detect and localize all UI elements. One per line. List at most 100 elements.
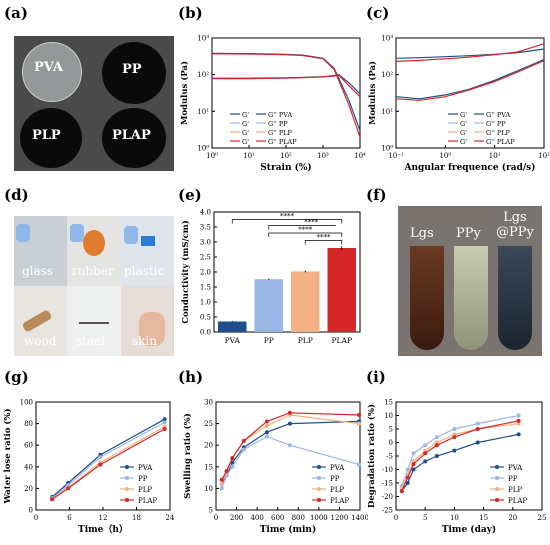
series-line-gplap: [211, 53, 361, 138]
x-tick-label: 400: [250, 514, 263, 522]
data-point: [452, 435, 457, 440]
legend-marker: [495, 465, 499, 469]
wood-stick: [21, 309, 53, 333]
y-tick-label: 10²: [197, 71, 209, 79]
data-point: [399, 489, 404, 494]
disc-label-pva: PVA: [34, 60, 63, 75]
y-tick-label: 100: [20, 399, 33, 407]
x-axis-label: Angular frequence (rad/s): [403, 162, 535, 173]
panel-label-d: (d): [4, 186, 29, 204]
legend-marker: [317, 487, 321, 491]
legend-label: G'' PLP: [486, 129, 511, 137]
y-tick-label: 10¹: [197, 108, 209, 116]
label-glass: glass: [22, 264, 53, 278]
legend-marker: [125, 465, 129, 469]
panel-label-i: (i): [366, 368, 386, 386]
skin-hand: [139, 312, 165, 346]
data-point: [241, 447, 246, 452]
data-point: [516, 432, 521, 437]
x-tick-label: 5: [423, 514, 427, 522]
tile-steel: [67, 286, 121, 356]
legend-label: G': [460, 111, 467, 119]
y-tick-label: 10¹: [381, 108, 393, 116]
x-tick-label: 1400: [351, 514, 368, 522]
y-tick-label: 5: [209, 507, 213, 515]
data-point: [434, 435, 439, 440]
data-point: [264, 434, 269, 439]
data-point: [411, 467, 416, 472]
legend-label: PP: [508, 475, 518, 483]
data-point: [287, 443, 292, 448]
data-point: [98, 455, 103, 460]
legend-label: G'' PLAP: [486, 138, 515, 146]
y-tick-label: 1.0: [200, 299, 211, 307]
data-point: [475, 427, 480, 431]
legend-marker: [317, 465, 321, 469]
data-point: [162, 427, 167, 431]
data-point: [98, 462, 103, 467]
legend-label: G'' PVA: [268, 111, 292, 119]
data-point: [423, 443, 428, 448]
data-point: [411, 462, 416, 467]
y-axis-label: Water lose ratio (%): [2, 408, 13, 504]
data-point: [475, 421, 480, 426]
y-axis-label: Modulus (Pa): [367, 61, 378, 125]
chart-i-degradation: 0 5 10 15 20 25 -25 -20 -15 -10 -5 0 5 10 15 Time (day)…: [366, 399, 546, 536]
data-point: [357, 421, 362, 426]
significance-label: ****: [280, 213, 295, 221]
glove-icon: [124, 226, 138, 244]
data-point: [516, 418, 521, 423]
x-tick-label: 10⁻¹: [388, 152, 404, 160]
legend-label: G': [242, 129, 249, 137]
y-tick-label: 0: [389, 439, 393, 447]
y-axis-label: Modulus (Pa): [179, 61, 190, 125]
significance-bracket: [268, 232, 343, 237]
series-line-pva: [401, 433, 519, 492]
y-tick-label: 0.0: [200, 329, 211, 337]
data-point: [411, 451, 416, 456]
data-point: [264, 423, 269, 428]
legend-label: PP: [138, 475, 148, 483]
series-line-pp: [401, 414, 519, 486]
data-point: [357, 412, 362, 417]
legend-label: PP: [330, 475, 340, 483]
x-tick-label: 6: [67, 514, 72, 522]
y-tick-label: 10: [384, 412, 393, 420]
y-tick-label: -15: [382, 480, 393, 488]
category-label: PLP: [298, 336, 313, 345]
bar-pva: [218, 321, 247, 332]
tube-label-lgs: Lgs: [410, 226, 434, 241]
y-tick-label: -20: [382, 493, 393, 501]
tube-label-lgs-ppy: Lgs @PPy: [496, 210, 534, 240]
y-tick-label: 2.5: [200, 254, 211, 262]
series-line-gplap: [212, 74, 361, 98]
photo-d-adhesion: glass rubber plastic wood steel skin: [14, 216, 174, 356]
x-tick-label: 200: [230, 514, 243, 522]
category-label: PLAP: [332, 336, 353, 345]
chart-h-swelling: 0 200 400 600 800 1000 1200 1400 5 10 15 20 25 30 Time…: [182, 399, 368, 536]
series-line-gpva: [395, 48, 545, 59]
glove-icon: [16, 224, 30, 242]
tube-ppy: [454, 246, 488, 350]
x-tick-label: 0: [214, 514, 218, 522]
x-tick-label: 10³: [317, 152, 329, 160]
tube-lgs-ppy: [498, 246, 532, 350]
legend-label: PLAP: [330, 497, 349, 505]
x-tick-label: 10²: [538, 152, 550, 160]
x-axis-label: Time（h）: [78, 524, 128, 535]
plot-frame: [215, 401, 361, 511]
x-tick-label: 10⁰: [439, 152, 451, 160]
x-axis-label: Time (min): [260, 524, 317, 535]
significance-bracket: [268, 225, 336, 230]
x-axis-label: Strain (%): [260, 162, 311, 173]
steel-wire: [79, 322, 109, 324]
y-tick-label: 15: [384, 399, 393, 407]
y-tick-label: 25: [204, 420, 213, 428]
data-point: [475, 440, 480, 445]
data-point: [219, 482, 224, 487]
significance-bracket: [231, 219, 343, 224]
series-line-plp: [401, 423, 519, 489]
disc-pva: [22, 42, 82, 102]
x-tick-label: 10⁰: [206, 152, 218, 160]
